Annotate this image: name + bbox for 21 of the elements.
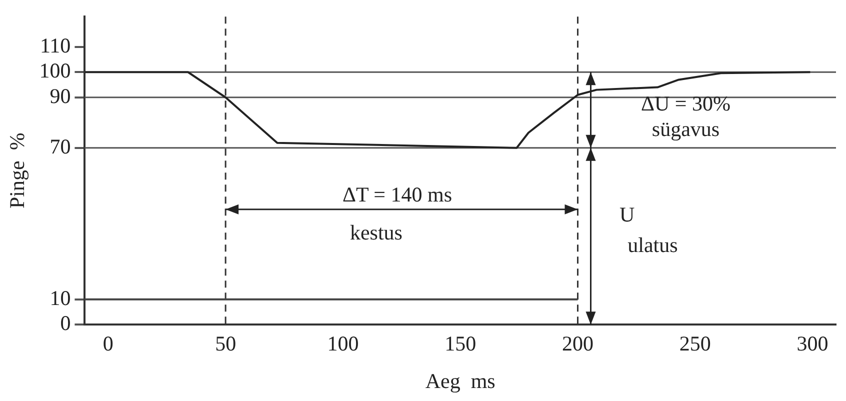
x-tick-label: 0: [102, 332, 114, 356]
x-tick-label: 50: [215, 332, 236, 356]
annotation: kestus: [350, 220, 402, 244]
y-tick-label: 100: [39, 58, 71, 83]
y-tick-label: 90: [50, 84, 71, 108]
annotation: ulatus: [628, 232, 678, 257]
x-tick-label: 250: [679, 332, 711, 356]
x-tick-label: 200: [562, 332, 594, 356]
y-tick-label: 70: [50, 134, 71, 158]
annotation: sügavus: [652, 116, 720, 141]
x-tick-label: 300: [796, 332, 828, 356]
y-tick-label: 110: [40, 33, 71, 58]
annotation: U: [620, 202, 635, 227]
annotation: ΔT = 140 ms: [342, 182, 452, 206]
x-tick-label: 100: [327, 332, 359, 356]
annotation: ΔU = 30%: [640, 92, 730, 116]
y-tick-label: 10: [50, 286, 71, 310]
x-tick-label: 150: [444, 332, 476, 356]
y-axis-title: Pinge %: [5, 132, 30, 209]
y-tick-label: 0: [60, 311, 71, 336]
x-axis-title: Aeg ms: [425, 368, 496, 393]
